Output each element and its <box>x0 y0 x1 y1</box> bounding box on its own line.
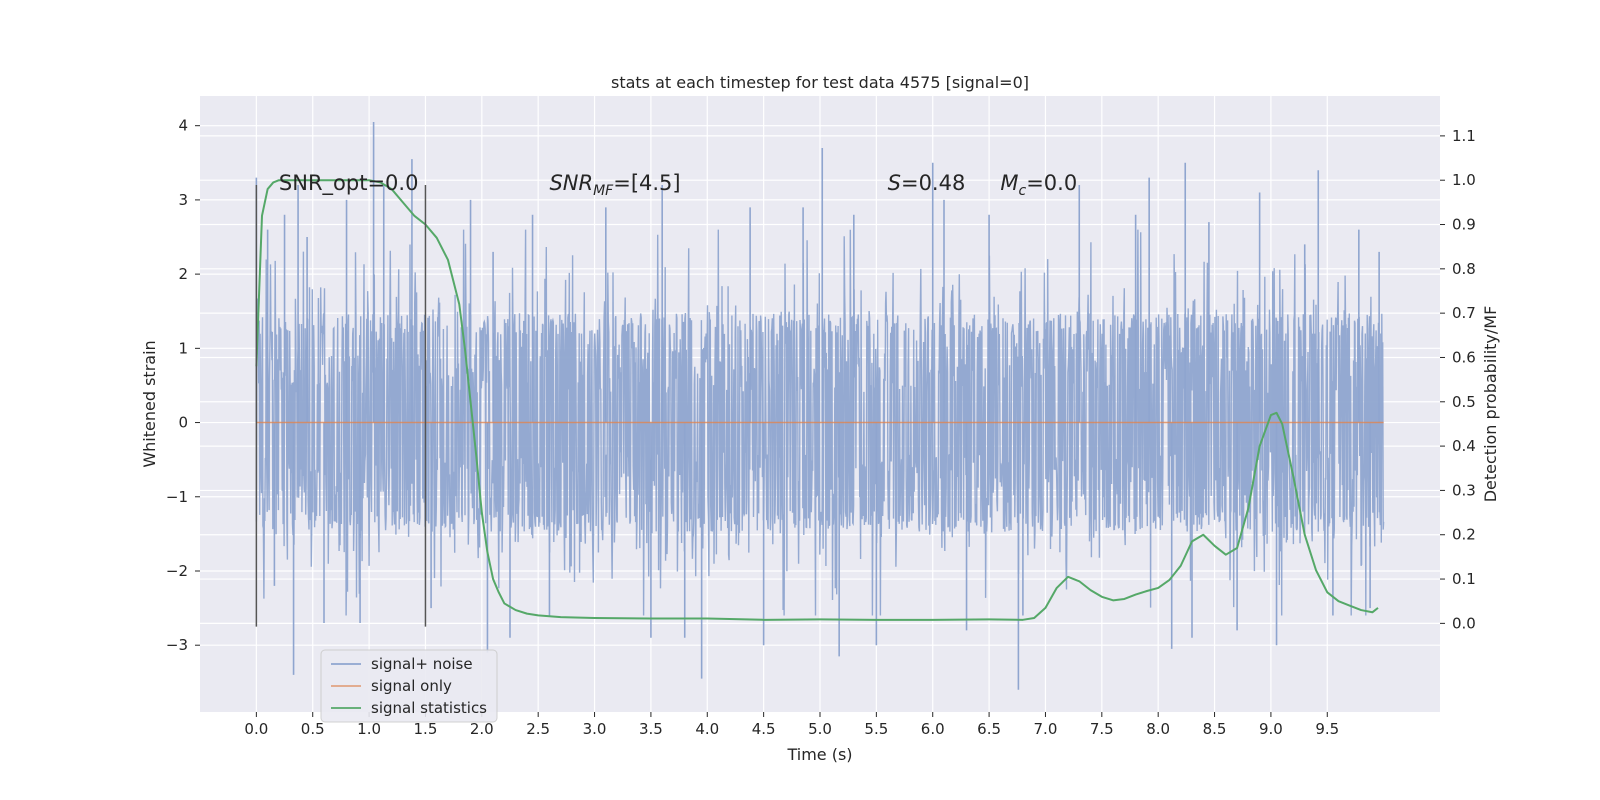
annotation-main: SNR_opt=0.0 <box>279 171 419 196</box>
y-right-tick-label: 0.6 <box>1452 348 1476 366</box>
y-axis-label: Whitened strain <box>140 340 159 467</box>
signal-statistics-line <box>255 179 1379 621</box>
y-right-tick-label: 0.0 <box>1452 614 1476 632</box>
y-right-tick-label: 1.1 <box>1452 127 1476 145</box>
x-tick-label: 5.5 <box>864 720 888 738</box>
x-tick-label: 6.0 <box>921 720 945 738</box>
x-tick-label: 8.0 <box>1146 720 1170 738</box>
x-tick-label: 8.5 <box>1203 720 1227 738</box>
annotations: SNR_opt=0.0 SNRMF=[4.5] S=0.48 Mc=0.0 <box>279 171 1077 199</box>
annotation-main: S <box>888 171 901 195</box>
y-right-tick-label: 0.4 <box>1452 437 1476 455</box>
annotation-subscript: MF <box>593 183 614 199</box>
y-tick-label: 3 <box>178 191 188 209</box>
y-tick-label: −2 <box>166 562 188 580</box>
annotation-value: =0.0 <box>1026 171 1077 195</box>
legend-label: signal only <box>371 677 452 695</box>
x-tick-label: 4.5 <box>752 720 776 738</box>
y-tick-label: −1 <box>166 488 188 506</box>
x-tick-label: 5.0 <box>808 720 832 738</box>
y-axis-label-right: Detection probability/MF <box>1481 306 1500 503</box>
annotation-main: M <box>1000 171 1018 195</box>
y-right-tick-label: 0.9 <box>1452 216 1476 234</box>
annotation-subscript: c <box>1018 183 1026 199</box>
y-right-tick-label: 0.7 <box>1452 304 1476 322</box>
x-axis-label: Time (s) <box>786 745 852 764</box>
vertical-markers <box>255 185 427 627</box>
x-tick-label: 3.0 <box>583 720 607 738</box>
y-tick-label: 4 <box>178 117 188 135</box>
annotation-mc: Mc=0.0 <box>1000 171 1077 199</box>
y-tick-label: 1 <box>178 339 188 357</box>
legend-label: signal statistics <box>371 699 487 717</box>
annotation-value: =0.48 <box>901 171 965 195</box>
y-tick-label: −3 <box>166 636 188 654</box>
annotation-s: S=0.48 <box>888 171 966 195</box>
x-tick-label: 1.0 <box>357 720 381 738</box>
y-right-tick-label: 0.5 <box>1452 393 1476 411</box>
legend-box <box>320 649 498 723</box>
x-tick-label: 9.5 <box>1315 720 1339 738</box>
y-right-tick-label: 0.3 <box>1452 481 1476 499</box>
annotation-snr-mf: SNRMF=[4.5] <box>549 171 680 199</box>
annotation-snr-opt: SNR_opt=0.0 <box>279 171 419 196</box>
y-right-tick-label: 1.0 <box>1452 171 1476 189</box>
x-tick-label: 6.5 <box>977 720 1001 738</box>
legend: signal+ noise signal only signal statistic… <box>320 649 498 723</box>
annotation-main: SNR <box>549 171 593 195</box>
y-tick-label: 0 <box>178 414 188 432</box>
x-tick-label: 1.5 <box>414 720 438 738</box>
x-tick-label: 7.0 <box>1034 720 1058 738</box>
x-tick-label: 9.0 <box>1259 720 1283 738</box>
x-tick-label: 4.0 <box>695 720 719 738</box>
y-right-tick-label: 0.8 <box>1452 260 1476 278</box>
ticks: 0.0 0.5 1.0 1.5 2.0 2.5 3.0 3.5 4.0 4.5 5.0 5.5 6.0 6… <box>166 117 1476 738</box>
x-tick-label: 0.5 <box>301 720 325 738</box>
legend-label: signal+ noise <box>371 655 473 673</box>
series-lines <box>255 179 1384 621</box>
y-right-tick-label: 0.1 <box>1452 570 1476 588</box>
y-tick-label: 2 <box>178 265 188 283</box>
signal-noise-line <box>255 229 1385 616</box>
annotation-value: =[4.5] <box>613 171 680 195</box>
x-tick-label: 7.5 <box>1090 720 1114 738</box>
x-tick-label: 2.0 <box>470 720 494 738</box>
x-tick-label: 2.5 <box>526 720 550 738</box>
x-tick-label: 0.0 <box>244 720 268 738</box>
y-right-tick-label: 0.2 <box>1452 526 1476 544</box>
chart-title: stats at each timestep for test data 457… <box>611 73 1029 92</box>
x-tick-label: 3.5 <box>639 720 663 738</box>
